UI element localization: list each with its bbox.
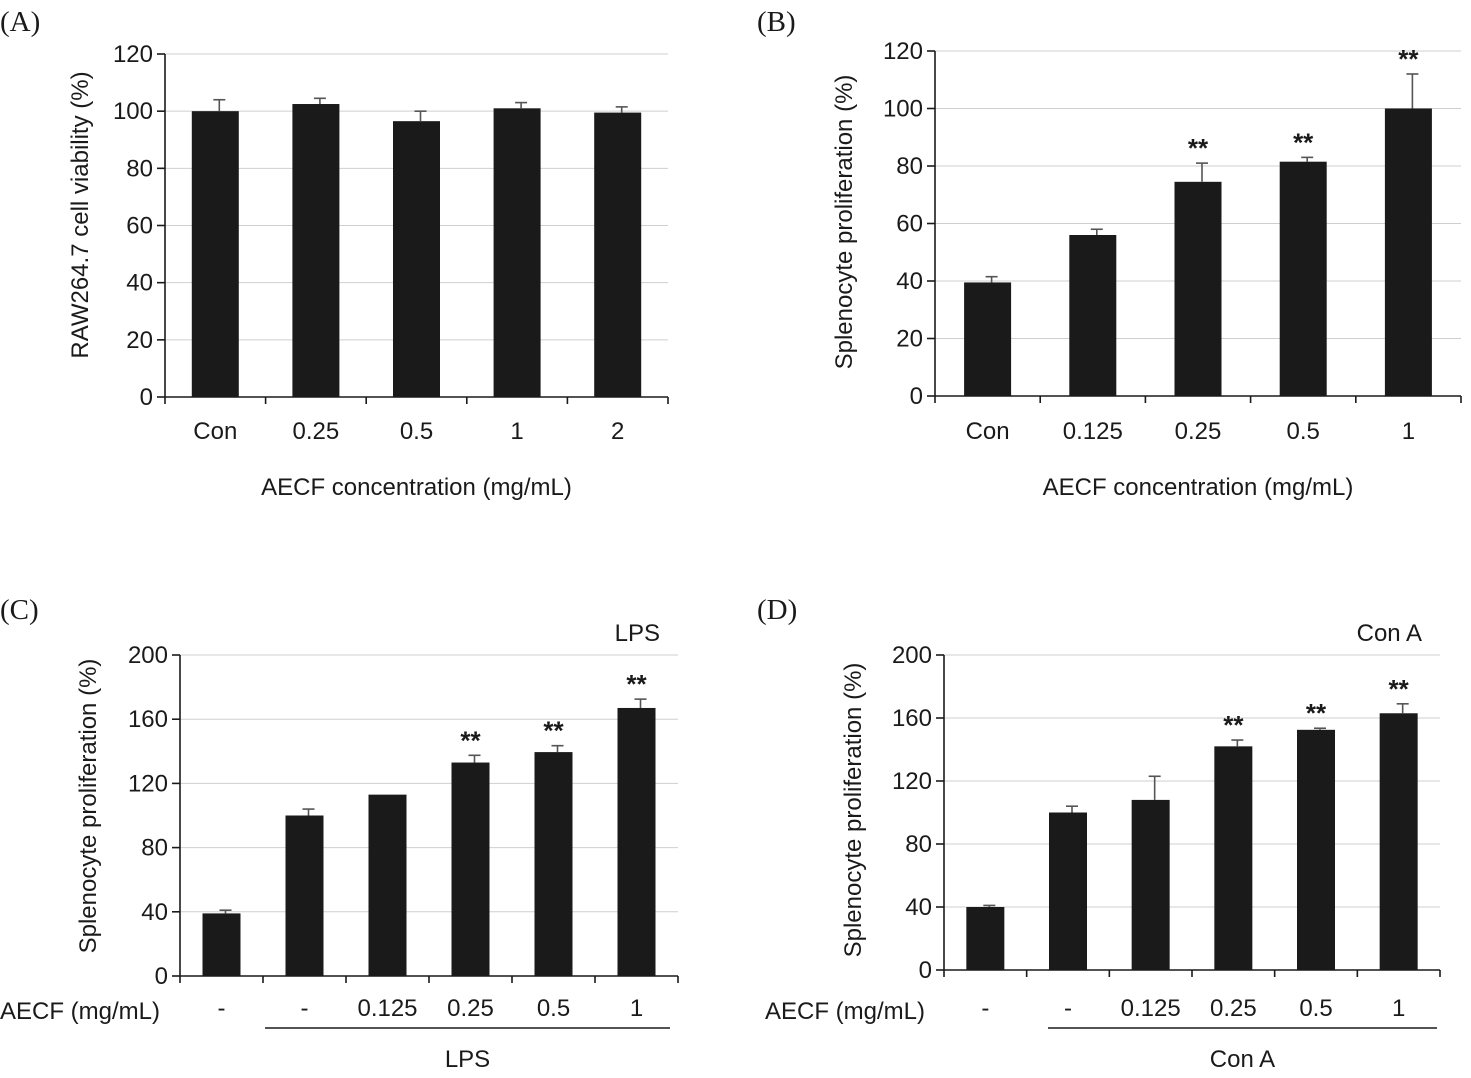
- panel-c-category-label: 1: [630, 995, 643, 1022]
- panel-b-significance-marker: **: [1398, 44, 1419, 74]
- panel-c-bar: [368, 794, 407, 976]
- panel-a-letter: (A): [0, 6, 40, 38]
- panel-d-bar: [1049, 812, 1087, 970]
- panel-c-category-label: 0.25: [447, 995, 494, 1022]
- panel-d-y-tick-label: 80: [905, 831, 932, 858]
- panel-b-x-axis-title: AECF concentration (mg/mL): [1043, 474, 1354, 501]
- panel-c-bar: [617, 707, 656, 976]
- panel-b-y-tick-label: 120: [883, 38, 923, 65]
- panel-d-group-label: Con A: [1210, 1046, 1275, 1073]
- panel-a-y-tick-label: 40: [126, 270, 153, 297]
- panel-a-y-tick-label: 120: [113, 41, 153, 68]
- panel-d-bar: [966, 907, 1005, 970]
- panel-c-bar: [451, 762, 490, 976]
- panel-b-bar: [1384, 108, 1432, 396]
- panel-c-bar: [285, 815, 324, 976]
- panel-a-bar: [393, 121, 440, 397]
- panel-b-category-label: Con: [966, 418, 1010, 445]
- panel-b-significance-marker: **: [1293, 127, 1314, 157]
- panel-d-bar: [1379, 713, 1418, 970]
- panel-a-y-tick-label: 100: [113, 98, 153, 125]
- panel-b-bar: [1069, 235, 1117, 396]
- panel-d-significance-marker: **: [1223, 710, 1244, 740]
- panel-d-category-label: -: [981, 995, 989, 1022]
- panel-b-bar: [1279, 161, 1327, 396]
- panel-d-letter: (D): [757, 594, 797, 626]
- panel-a-y-tick-label: 60: [126, 213, 153, 240]
- panel-c-category-label: -: [218, 995, 226, 1022]
- panel-c-y-tick-label: 0: [155, 963, 168, 990]
- panel-d-y-tick-label: 160: [892, 705, 932, 732]
- panel-a-bar: [594, 112, 642, 398]
- panel-a-bar: [493, 108, 541, 397]
- panel-d-y-tick-label: 0: [919, 957, 932, 984]
- panel-b-y-axis-title: Splenocyte proliferation (%): [831, 75, 858, 370]
- panel-b-significance-marker: **: [1188, 133, 1209, 163]
- panel-c-category-label: -: [301, 995, 309, 1022]
- panel-a-x-axis-title: AECF concentration (mg/mL): [261, 474, 572, 501]
- panel-d-condition-label: Con A: [1357, 620, 1422, 647]
- panel-d-bar: [1214, 746, 1253, 970]
- panel-b-bar: [1174, 181, 1222, 396]
- panel-c-condition-label: LPS: [615, 620, 660, 647]
- panel-a-y-tick-label: 20: [126, 327, 153, 354]
- panel-b-y-tick-label: 80: [896, 153, 923, 180]
- panel-a-category-label: Con: [193, 418, 237, 445]
- panel-c-significance-marker: **: [626, 669, 647, 699]
- panel-d-category-label: 0.25: [1210, 995, 1257, 1022]
- panel-b-y-tick-label: 60: [896, 211, 923, 238]
- panel-b-category-label: 0.25: [1175, 418, 1222, 445]
- panel-c-treatment-title: AECF (mg/mL): [0, 998, 160, 1025]
- panel-c-y-tick-label: 40: [141, 899, 168, 926]
- panel-b-category-label: 0.125: [1063, 418, 1123, 445]
- panel-b-y-tick-label: 20: [896, 326, 923, 353]
- panel-c-significance-marker: **: [460, 725, 481, 755]
- panel-c-letter: (C): [0, 594, 39, 626]
- panel-a-category-label: 1: [510, 418, 523, 445]
- panel-c-bar: [534, 752, 573, 976]
- panel-a-bar: [191, 111, 239, 398]
- panel-c-category-label: 0.5: [537, 995, 570, 1022]
- panel-c-category-label: 0.125: [357, 995, 417, 1022]
- panel-d-bar: [1297, 729, 1335, 970]
- panel-c-y-tick-label: 120: [128, 770, 168, 797]
- panel-c-y-tick-label: 160: [128, 706, 168, 733]
- panel-d-significance-marker: **: [1306, 698, 1327, 728]
- panel-d-y-axis-title: Splenocyte proliferation (%): [840, 663, 867, 958]
- panel-b-category-label: 0.5: [1287, 418, 1320, 445]
- panel-d-significance-marker: **: [1389, 674, 1410, 704]
- panel-a-category-label: 2: [611, 418, 624, 445]
- panel-a-y-tick-label: 0: [140, 384, 153, 411]
- panel-b-y-tick-label: 0: [910, 383, 923, 410]
- panel-c-bar: [202, 913, 241, 976]
- panel-d-treatment-title: AECF (mg/mL): [765, 998, 925, 1025]
- panel-b-bar: [964, 282, 1012, 396]
- panel-a-bar: [292, 104, 340, 397]
- panel-d-category-label: 0.125: [1121, 995, 1181, 1022]
- panel-a-category-label: 0.5: [400, 418, 433, 445]
- panel-a-category-label: 0.25: [293, 418, 340, 445]
- panel-b-y-tick-label: 100: [883, 96, 923, 123]
- panel-c-y-tick-label: 200: [128, 642, 168, 669]
- panel-c-significance-marker: **: [543, 716, 564, 746]
- panel-a-y-tick-label: 80: [126, 155, 153, 182]
- panel-d-category-label: 1: [1392, 995, 1405, 1022]
- panel-d-y-tick-label: 200: [892, 642, 932, 669]
- panel-d-category-label: -: [1064, 995, 1072, 1022]
- panel-c-group-label: LPS: [445, 1046, 490, 1073]
- panel-b-y-tick-label: 40: [896, 268, 923, 295]
- panel-d-y-tick-label: 40: [905, 894, 932, 921]
- panel-d-y-tick-label: 120: [892, 768, 932, 795]
- panel-d-bar: [1131, 799, 1170, 970]
- panel-b-letter: (B): [757, 6, 796, 38]
- panel-c-y-axis-title: Splenocyte proliferation (%): [75, 659, 102, 954]
- panel-d-category-label: 0.5: [1299, 995, 1332, 1022]
- panel-a-y-axis-title: RAW264.7 cell viability (%): [67, 71, 94, 358]
- panel-c-y-tick-label: 80: [141, 835, 168, 862]
- panel-b-category-label: 1: [1402, 418, 1415, 445]
